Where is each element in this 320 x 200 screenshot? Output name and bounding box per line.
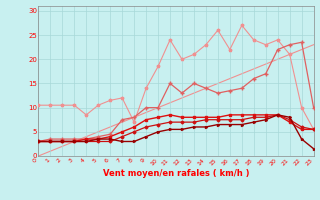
X-axis label: Vent moyen/en rafales ( km/h ): Vent moyen/en rafales ( km/h ) <box>103 169 249 178</box>
